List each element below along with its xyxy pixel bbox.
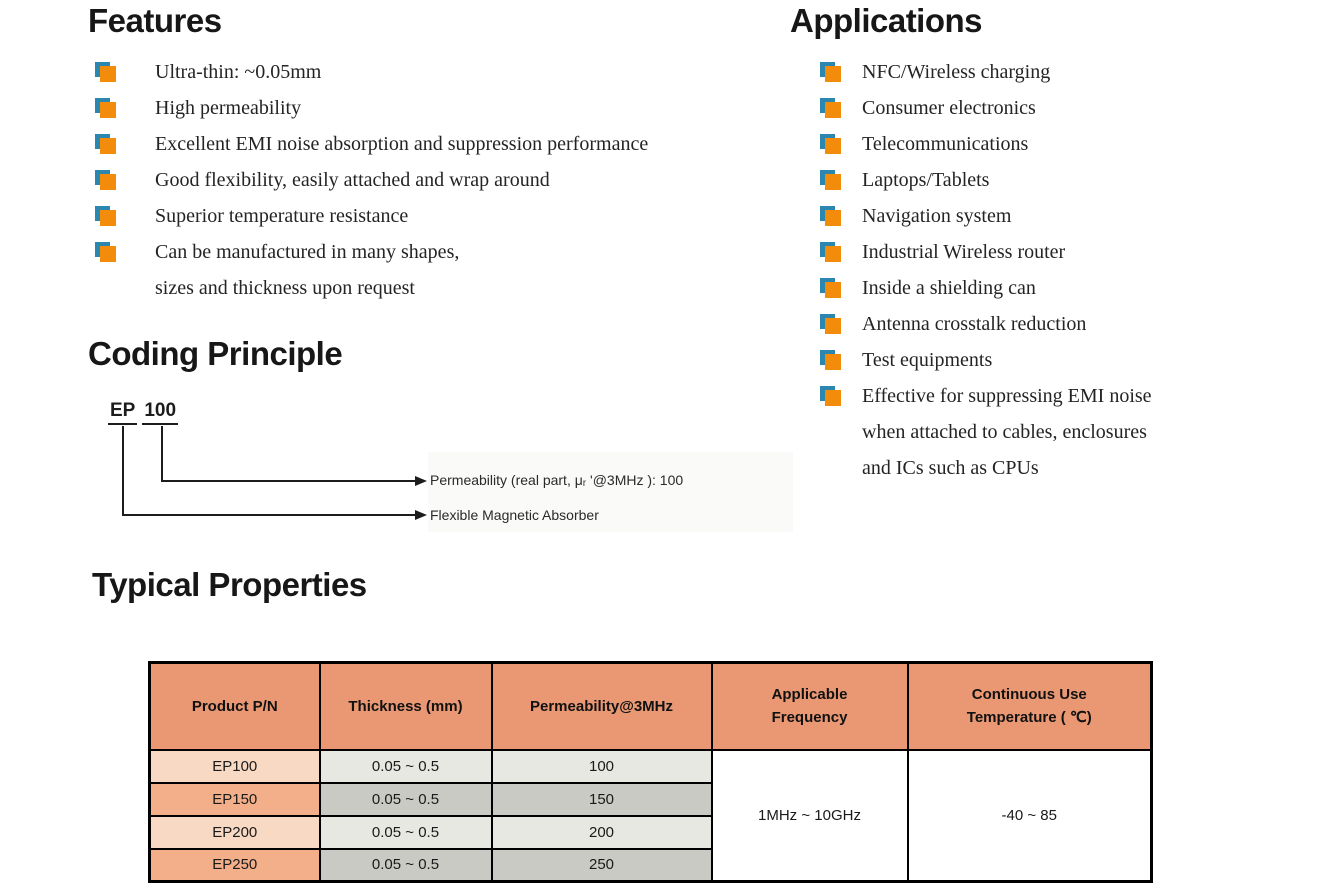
thickness-cell: 0.05 ~ 0.5 bbox=[318, 781, 493, 817]
connector-line bbox=[161, 426, 163, 480]
product-pn-cell: EP200 bbox=[148, 814, 321, 850]
list-item: Excellent EMI noise absorption and suppr… bbox=[95, 126, 768, 162]
list-item: Can be manufactured in many shapes, bbox=[95, 234, 768, 270]
list-item: Superior temperature resistance bbox=[95, 198, 768, 234]
list-item-text: Excellent EMI noise absorption and suppr… bbox=[155, 132, 649, 155]
list-item: Laptops/Tablets bbox=[820, 162, 1320, 198]
permeability-cell: 150 bbox=[490, 781, 713, 817]
list-item: Consumer electronics bbox=[820, 90, 1320, 126]
list-item: Good flexibility, easily attached and wr… bbox=[95, 162, 768, 198]
list-item-text: NFC/Wireless charging bbox=[862, 60, 1051, 83]
permeability-cell: 100 bbox=[490, 748, 713, 784]
list-item: Inside a shielding can bbox=[820, 270, 1320, 306]
table-header-cell: Product P/N bbox=[148, 661, 321, 751]
thickness-cell: 0.05 ~ 0.5 bbox=[318, 847, 493, 883]
list-item-text: Laptops/Tablets bbox=[862, 168, 990, 191]
square-bullet-icon bbox=[95, 241, 116, 263]
square-bullet-icon bbox=[820, 277, 841, 299]
arrow-right-icon bbox=[415, 476, 427, 486]
list-item: High permeability bbox=[95, 90, 768, 126]
list-item-text: Navigation system bbox=[862, 204, 1012, 227]
list-item: sizes and thickness upon request bbox=[95, 270, 768, 306]
list-item-text: Antenna crosstalk reduction bbox=[862, 312, 1087, 335]
list-item-text: Consumer electronics bbox=[862, 96, 1036, 119]
table-header-cell: Permeability@3MHz bbox=[490, 661, 713, 751]
list-item: Effective for suppressing EMI noise bbox=[820, 378, 1320, 414]
list-item-text: Superior temperature resistance bbox=[155, 204, 409, 227]
permeability-label: Permeability (real part, μᵣ '@3MHz ): 10… bbox=[430, 472, 684, 488]
diagram-label-background bbox=[428, 452, 793, 532]
coding-principle-section-title: Coding Principle bbox=[88, 335, 343, 372]
table-row: EP150 0.05 ~ 0.5 150 bbox=[148, 781, 1152, 817]
continuous-use-temperature-cell: -40 ~ 85 bbox=[906, 748, 1153, 883]
connector-line bbox=[122, 426, 124, 514]
list-item: NFC/Wireless charging bbox=[820, 54, 1320, 90]
square-bullet-icon bbox=[820, 385, 841, 407]
features-list: Ultra-thin: ~0.05mm High permeability Exce… bbox=[88, 54, 768, 306]
list-item: Navigation system bbox=[820, 198, 1320, 234]
list-item-text: Inside a shielding can bbox=[862, 276, 1036, 299]
list-item: Industrial Wireless router bbox=[820, 234, 1320, 270]
table-header-cell: Continuous Use Temperature ( ℃) bbox=[906, 661, 1153, 751]
list-item-text: and ICs such as CPUs bbox=[862, 456, 1039, 479]
square-bullet-icon bbox=[820, 169, 841, 191]
typical-properties-section-title: Typical Properties bbox=[92, 566, 367, 603]
table-header-cell: Applicable Frequency bbox=[710, 661, 909, 751]
square-bullet-icon bbox=[820, 241, 841, 263]
list-item-text: Effective for suppressing EMI noise bbox=[862, 384, 1152, 407]
list-item-text: when attached to cables, enclosures bbox=[862, 420, 1147, 443]
table-row: EP100 0.05 ~ 0.5 100 1MHz ~ 10GHz -40 ~ 85 bbox=[148, 748, 1153, 883]
list-item-text: Telecommunications bbox=[862, 132, 1029, 155]
list-item-text: sizes and thickness upon request bbox=[155, 276, 415, 299]
flexible-absorber-label: Flexible Magnetic Absorber bbox=[430, 507, 599, 523]
list-item: Ultra-thin: ~0.05mm bbox=[95, 54, 768, 90]
applications-section-title: Applications bbox=[790, 2, 983, 39]
list-item: Antenna crosstalk reduction bbox=[820, 306, 1320, 342]
square-bullet-icon bbox=[95, 61, 116, 83]
square-bullet-icon bbox=[820, 61, 841, 83]
list-item-text: Ultra-thin: ~0.05mm bbox=[155, 60, 322, 83]
coding-principle-diagram: EP 100 Permeability (real part, μᵣ '@3MHz… bbox=[88, 390, 828, 545]
arrow-right-icon bbox=[415, 510, 427, 520]
square-bullet-icon bbox=[95, 205, 116, 227]
table-header-cell: Thickness (mm) bbox=[318, 661, 493, 751]
square-bullet-icon bbox=[820, 133, 841, 155]
applications-list: NFC/Wireless charging Consumer electronic… bbox=[790, 54, 1320, 486]
connector-line bbox=[122, 514, 415, 516]
product-code-number: 100 bbox=[142, 400, 179, 425]
list-item: when attached to cables, enclosures bbox=[820, 414, 1320, 450]
square-bullet-icon bbox=[820, 97, 841, 119]
square-bullet-icon bbox=[820, 205, 841, 227]
list-item-text: Can be manufactured in many shapes, bbox=[155, 240, 460, 263]
product-pn-cell: EP150 bbox=[148, 781, 321, 817]
features-section-title: Features bbox=[88, 2, 222, 39]
product-code: EP 100 bbox=[108, 400, 183, 425]
connector-line bbox=[161, 480, 415, 482]
list-item: Telecommunications bbox=[820, 126, 1320, 162]
list-item-text: High permeability bbox=[155, 96, 302, 119]
typical-properties-table: Product P/N Thickness (mm) Permeability@3M… bbox=[148, 661, 1153, 883]
table-row: EP200 0.05 ~ 0.5 200 bbox=[148, 814, 1152, 850]
applicable-frequency-cell: 1MHz ~ 10GHz bbox=[710, 748, 909, 883]
product-pn-cell: EP250 bbox=[148, 847, 321, 883]
product-pn-cell: EP100 bbox=[148, 748, 321, 784]
list-item: Test equipments bbox=[820, 342, 1320, 378]
thickness-cell: 0.05 ~ 0.5 bbox=[318, 814, 493, 850]
square-bullet-icon bbox=[820, 313, 841, 335]
list-item-text: Industrial Wireless router bbox=[862, 240, 1066, 263]
square-bullet-icon bbox=[95, 133, 116, 155]
permeability-cell: 250 bbox=[490, 847, 713, 883]
square-bullet-icon bbox=[95, 169, 116, 191]
list-item: and ICs such as CPUs bbox=[820, 450, 1320, 486]
list-item-text: Test equipments bbox=[862, 348, 993, 371]
product-code-prefix: EP bbox=[108, 400, 138, 425]
list-item-text: Good flexibility, easily attached and wr… bbox=[155, 168, 550, 191]
thickness-cell: 0.05 ~ 0.5 bbox=[318, 748, 493, 784]
square-bullet-icon bbox=[820, 349, 841, 371]
square-bullet-icon bbox=[95, 97, 116, 119]
table-row: EP250 0.05 ~ 0.5 250 bbox=[148, 847, 1152, 883]
permeability-cell: 200 bbox=[490, 814, 713, 850]
